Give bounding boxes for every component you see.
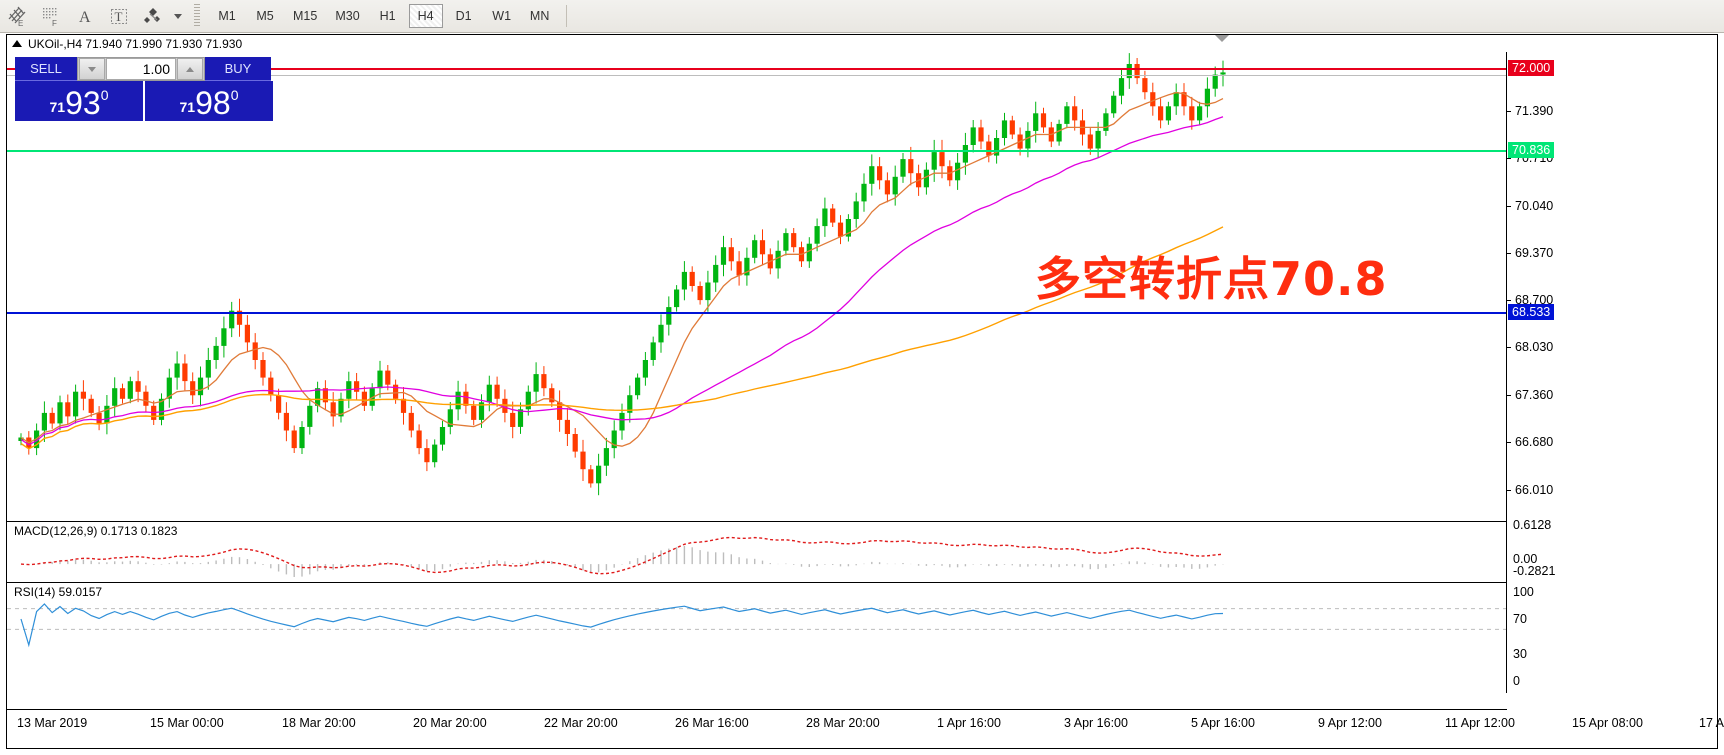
- timeframe-m30[interactable]: M30: [335, 9, 360, 23]
- pivot-line-70836[interactable]: [7, 149, 1507, 152]
- buy-price-prefix: 71: [179, 99, 196, 115]
- time-label-13: 17 Apr 08:00: [1699, 716, 1724, 730]
- macd-plot: [20, 536, 1224, 577]
- chart-area[interactable]: UKOil-,H4 71.940 71.990 71.930 71.930 多空…: [6, 34, 1724, 749]
- time-label-10: 9 Apr 12:00: [1318, 716, 1382, 730]
- time-label-2: 18 Mar 20:00: [282, 716, 356, 730]
- time-label-1: 15 Mar 00:00: [150, 716, 224, 730]
- grid-f-icon[interactable]: F: [34, 1, 68, 31]
- timeframe-m5[interactable]: M5: [256, 9, 274, 23]
- sell-price-main: 93: [65, 85, 101, 121]
- bid-price-line[interactable]: [7, 74, 1507, 76]
- time-label-4: 22 Mar 20:00: [544, 716, 618, 730]
- volume-increment-button[interactable]: [177, 58, 203, 80]
- buy-price-display[interactable]: 71 98 0: [145, 81, 273, 121]
- symbol-header: UKOil-,H4 71.940 71.990 71.930 71.930: [7, 35, 1717, 52]
- price-tick-70-040: 70.040: [1507, 199, 1553, 213]
- timeframe-mn[interactable]: MN: [529, 9, 550, 23]
- price-tick-71-390: 71.390: [1507, 104, 1553, 118]
- label-t-icon[interactable]: T: [102, 1, 136, 31]
- buy-price-fraction: 0: [230, 87, 239, 103]
- svg-text:A: A: [79, 9, 91, 26]
- time-label-11: 11 Apr 12:00: [1445, 716, 1515, 730]
- rsi-label: RSI(14) 59.0157: [12, 585, 105, 599]
- sell-button[interactable]: SELL: [15, 57, 77, 81]
- resistance-line-72000[interactable]: [7, 67, 1507, 70]
- price-tick-69-370: 69.370: [1507, 246, 1553, 260]
- text-a-icon[interactable]: A: [68, 1, 102, 31]
- chevron-down-icon: [88, 66, 96, 72]
- macd-tick-0: 0.6128: [1513, 518, 1552, 532]
- price-pane[interactable]: [7, 52, 1507, 520]
- macd-tick-2: -0.2821: [1513, 564, 1556, 578]
- toolbar-grip[interactable]: [192, 4, 202, 28]
- buy-button[interactable]: BUY: [205, 57, 271, 81]
- time-label-5: 26 Mar 16:00: [675, 716, 749, 730]
- sell-price-display[interactable]: 71 93 0: [15, 81, 143, 121]
- chevron-up-icon: [186, 66, 194, 72]
- price-badge-70-836: 70.836: [1508, 141, 1555, 158]
- macd-pane[interactable]: MACD(12,26,9) 0.1713 0.1823: [7, 521, 1507, 582]
- time-axis: 13 Mar 2019 15 Mar 00:00 18 Mar 20:00 20 Ma…: [7, 709, 1724, 748]
- symbol-ohlc-text: UKOil-,H4 71.940 71.990 71.930 71.930: [28, 36, 243, 51]
- crosshair-e-icon[interactable]: E: [0, 1, 34, 31]
- price-tick-66-680: 66.680: [1507, 435, 1553, 449]
- time-label-0: 13 Mar 2019: [17, 716, 88, 730]
- time-label-9: 5 Apr 16:00: [1191, 716, 1255, 730]
- timeframe-d1[interactable]: D1: [455, 9, 472, 23]
- price-tick-68-700: 68.700: [1507, 293, 1553, 307]
- one-click-trading-panel[interactable]: SELL 1.00 BUY 71 93 0: [15, 57, 273, 121]
- svg-text:E: E: [18, 19, 23, 27]
- price-candlesticks: [18, 53, 1226, 496]
- timeframe-m1[interactable]: M1: [218, 9, 236, 23]
- price-tick-66-010: 66.010: [1507, 483, 1553, 497]
- buy-price-main: 98: [195, 85, 231, 121]
- svg-text:F: F: [52, 19, 57, 27]
- rsi-tick-70: 70: [1513, 611, 1527, 626]
- objects-dropdown-caret[interactable]: [170, 1, 186, 31]
- rsi-tick-0: 0: [1513, 674, 1520, 688]
- volume-decrement-button[interactable]: [79, 58, 105, 80]
- macd-label: MACD(12,26,9) 0.1713 0.1823: [12, 524, 180, 538]
- rsi-plot: [7, 603, 1507, 648]
- toolbar-divider: [565, 5, 567, 27]
- sell-price-prefix: 71: [49, 99, 66, 115]
- objects-icon[interactable]: [136, 1, 170, 31]
- sell-price-fraction: 0: [100, 87, 109, 103]
- timeframe-h1[interactable]: H1: [379, 9, 396, 23]
- collapse-triangle-icon[interactable]: [12, 40, 22, 47]
- time-label-8: 3 Apr 16:00: [1064, 716, 1128, 730]
- time-label-6: 28 Mar 20:00: [806, 716, 880, 730]
- svg-text:T: T: [115, 9, 123, 24]
- macd-tick-1: 0.00: [1513, 552, 1538, 566]
- rsi-tick-30: 30: [1513, 647, 1527, 662]
- chart-annotation: 多空转折点70.8: [1035, 252, 1388, 306]
- timeframe-m15[interactable]: M15: [293, 9, 318, 23]
- rsi-pane[interactable]: RSI(14) 59.0157: [7, 582, 1507, 694]
- price-tick-68-030: 68.030: [1507, 340, 1553, 354]
- price-badge-68-533: 68.533: [1508, 303, 1555, 320]
- volume-input[interactable]: 1.00: [106, 58, 176, 80]
- chart-scroll-marker-icon[interactable]: [1215, 35, 1229, 42]
- time-label-12: 15 Apr 08:00: [1572, 716, 1643, 730]
- timeframe-w1[interactable]: W1: [492, 9, 512, 23]
- rsi-tick-100: 100: [1513, 585, 1534, 599]
- timeframe-h4[interactable]: H4: [408, 4, 443, 28]
- chart-toolbar: E F: [0, 0, 1724, 33]
- price-tick-67-360: 67.360: [1507, 388, 1553, 402]
- support-line-68533[interactable]: [7, 311, 1507, 314]
- time-label-3: 20 Mar 20:00: [413, 716, 487, 730]
- price-scale[interactable]: 71.390 70.710 70.040 69.370 68.700 68.030 67.3…: [1506, 52, 1717, 693]
- time-label-7: 1 Apr 16:00: [937, 716, 1001, 730]
- price-badge-72-000: 72.000: [1508, 59, 1555, 76]
